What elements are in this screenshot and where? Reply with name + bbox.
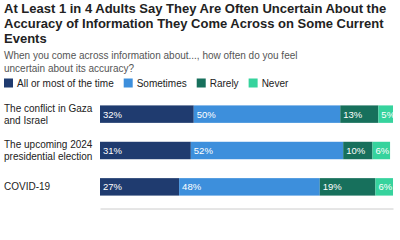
y-tick: The conflict in Gazaand Israel <box>4 103 100 126</box>
data-label: 19% <box>323 181 343 192</box>
legend-swatch <box>124 79 133 88</box>
subtitle: When you come across information about..… <box>4 50 298 74</box>
text-line: The upcoming 2024 <box>4 139 93 150</box>
legend-label: All or most of the time <box>17 78 114 89</box>
category-label: The conflict in Gazaand Israel <box>4 103 93 126</box>
data-label: 27% <box>103 181 123 192</box>
data-labels: 32% 31% 27% 50% 52% 48% 13% 10% 19% 5% 6% 6% <box>103 109 396 193</box>
bars <box>100 105 393 195</box>
y-axis: The conflict in Gazaand Israel The upcomi… <box>4 103 100 193</box>
data-label: 32% <box>103 109 123 120</box>
bar-segment <box>179 178 320 195</box>
title: At Least 1 in 4 Adults Say They Are Ofte… <box>4 1 386 46</box>
data-label: 10% <box>346 145 366 156</box>
x-axis-line <box>101 209 394 210</box>
bar-segment <box>343 142 372 159</box>
data-label: 6% <box>375 145 389 156</box>
legend-label: Never <box>262 78 289 89</box>
text-line: At Least 1 in 4 Adults Say They Are Ofte… <box>4 1 386 16</box>
text-line: When you come across information about..… <box>4 50 298 61</box>
bar-segment <box>375 178 393 195</box>
bar-segment <box>372 142 390 159</box>
text-line: COVID-19 <box>4 181 51 192</box>
bar-segment <box>100 178 179 195</box>
text-line: Accuracy of Information They Come Across… <box>4 16 384 31</box>
text-line: uncertain about its accuracy? <box>4 63 135 74</box>
legend-label: Rarely <box>210 78 239 89</box>
data-label: 5% <box>381 109 395 120</box>
data-label: 13% <box>343 109 363 120</box>
legend-swatch <box>4 79 13 88</box>
bar-segment <box>191 142 343 159</box>
category-label: The upcoming 2024presidential election <box>4 139 93 162</box>
text-line: and Israel <box>4 115 48 126</box>
category-label: COVID-19 <box>4 181 51 192</box>
legend-swatch <box>249 79 258 88</box>
bar-segment <box>100 105 194 122</box>
data-label: 31% <box>103 145 123 156</box>
data-label: 52% <box>194 145 214 156</box>
text-line: presidential election <box>4 151 92 162</box>
data-label: 6% <box>378 181 392 192</box>
legend: All or most of the time Sometimes Rarely Ne… <box>4 78 289 89</box>
text-line: Events <box>4 31 47 46</box>
x-axis <box>101 209 394 210</box>
y-tick: The upcoming 2024presidential election <box>4 139 100 162</box>
data-label: 50% <box>197 109 217 120</box>
y-tick: COVID-19 <box>4 181 100 192</box>
data-label: 48% <box>182 181 202 192</box>
bar-segment <box>340 105 378 122</box>
bar-segment <box>320 178 376 195</box>
bar-segment <box>194 105 341 122</box>
text-line: The conflict in Gaza <box>4 103 93 114</box>
legend-label: Sometimes <box>137 78 187 89</box>
legend-swatch <box>197 79 206 88</box>
chart: At Least 1 in 4 Adults Say They Are Ofte… <box>0 0 400 240</box>
bar-segment <box>100 142 191 159</box>
